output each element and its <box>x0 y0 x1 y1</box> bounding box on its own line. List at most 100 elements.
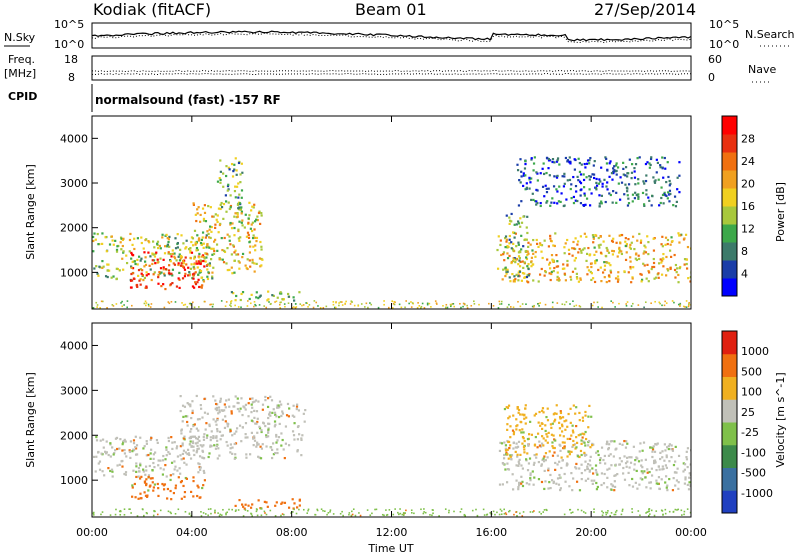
power-cell <box>170 255 173 258</box>
velocity-cell <box>216 457 219 460</box>
power-cell <box>211 275 214 278</box>
velocity-colorbar-swatch <box>722 467 737 491</box>
velocity-cell <box>621 508 624 511</box>
power-cell <box>180 254 183 258</box>
power-cell <box>527 281 530 284</box>
velocity-cell <box>218 410 221 414</box>
velocity-cell <box>476 514 479 517</box>
power-cell <box>577 251 580 254</box>
velocity-cell <box>520 475 523 478</box>
velocity-cell <box>545 508 548 511</box>
velocity-cell <box>265 434 268 437</box>
power-cell <box>574 267 577 270</box>
velocity-cell <box>515 479 518 482</box>
power-cell <box>217 207 221 210</box>
power-cell <box>664 236 668 239</box>
power-cell <box>110 235 113 238</box>
power-cell <box>517 271 520 274</box>
velocity-colorbar-label: Velocity [m s^-1] <box>774 372 787 467</box>
power-cell <box>230 302 232 305</box>
power-cell <box>202 217 206 220</box>
power-cell <box>650 204 653 207</box>
velocity-cell <box>241 426 244 429</box>
velocity-cell <box>292 507 295 510</box>
velocity-cell <box>541 407 545 410</box>
power-cell <box>684 233 688 236</box>
power-cell <box>387 306 390 309</box>
power-cell <box>199 241 203 245</box>
velocity-cell <box>561 416 565 419</box>
velocity-cell <box>164 463 167 467</box>
power-cell <box>520 200 523 203</box>
power-cell <box>496 248 499 252</box>
power-cell <box>569 162 572 165</box>
power-cell <box>144 300 147 303</box>
velocity-cell <box>607 510 609 512</box>
power-cell <box>244 264 247 267</box>
power-cell <box>543 172 546 176</box>
power-cell <box>679 303 682 306</box>
power-cell <box>539 201 542 205</box>
velocity-cell <box>520 464 523 467</box>
power-cell <box>551 258 554 261</box>
power-cell <box>519 260 522 264</box>
velocity-cell <box>663 459 666 462</box>
power-cell <box>197 237 201 240</box>
power-cell <box>111 304 114 306</box>
power-cell <box>199 261 202 264</box>
power-cell <box>249 245 252 248</box>
power-cell <box>241 256 244 259</box>
power-cell <box>587 269 591 272</box>
power-cell <box>177 262 180 265</box>
power-cell <box>169 260 172 263</box>
power-cell <box>258 304 261 306</box>
velocity-cell <box>552 481 555 485</box>
power-cell <box>292 296 295 299</box>
power-cell <box>678 267 681 270</box>
power-cell <box>207 232 210 236</box>
power-cell <box>629 243 632 246</box>
velocity-cell <box>131 484 134 487</box>
power-cell <box>269 303 272 306</box>
power-cell <box>209 258 213 261</box>
velocity-cell <box>133 482 136 486</box>
power-cell <box>205 252 208 255</box>
velocity-cell <box>202 444 205 447</box>
power-cell <box>536 172 539 175</box>
velocity-cell <box>128 450 131 453</box>
velocity-cell <box>145 442 148 445</box>
power-cell <box>140 236 143 239</box>
power-cell <box>398 303 401 306</box>
velocity-cell <box>567 450 570 453</box>
power-cell <box>516 163 519 166</box>
power-cell <box>218 258 221 261</box>
velocity-cell <box>229 428 232 431</box>
velocity-cell <box>191 435 194 438</box>
velocity-cell <box>285 414 289 417</box>
velocity-cell <box>339 512 342 515</box>
power-cell <box>673 195 677 198</box>
velocity-cell <box>632 445 635 448</box>
velocity-cell <box>684 478 687 481</box>
power-cell <box>517 243 520 246</box>
power-cell <box>548 263 551 266</box>
power-cell <box>234 304 236 307</box>
power-cell <box>198 262 201 265</box>
power-cell <box>166 245 169 248</box>
velocity-cell <box>201 456 204 459</box>
velocity-cell <box>275 433 278 437</box>
station-title: Kodiak (fitACF) <box>93 0 211 19</box>
power-cell <box>136 285 139 288</box>
power-cell <box>594 260 597 263</box>
velocity-cell <box>657 476 661 479</box>
power-cell <box>603 268 606 271</box>
velocity-cell <box>189 435 192 438</box>
power-cell <box>654 179 657 182</box>
velocity-cell <box>165 454 168 457</box>
velocity-cell <box>104 450 107 453</box>
velocity-cell <box>410 509 413 512</box>
velocity-cell <box>640 464 643 467</box>
power-cell <box>253 270 256 273</box>
velocity-cell <box>543 509 546 511</box>
